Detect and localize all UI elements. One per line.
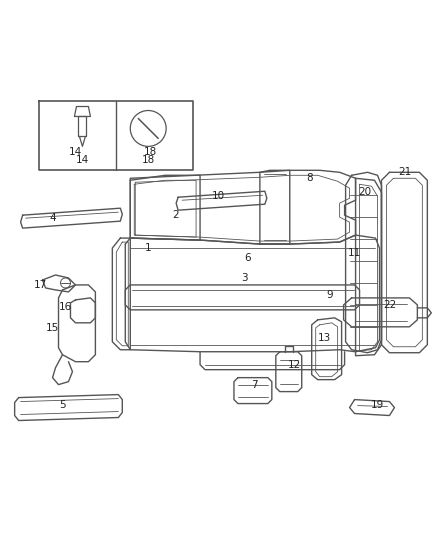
Text: 7: 7 bbox=[251, 379, 258, 390]
Text: 1: 1 bbox=[145, 243, 152, 253]
Text: 12: 12 bbox=[288, 360, 301, 370]
Text: 19: 19 bbox=[371, 400, 384, 409]
Text: 2: 2 bbox=[172, 210, 178, 220]
Text: 6: 6 bbox=[244, 253, 251, 263]
Text: 14: 14 bbox=[76, 155, 89, 165]
Text: 18: 18 bbox=[141, 155, 155, 165]
Text: 14: 14 bbox=[69, 147, 82, 157]
Text: 11: 11 bbox=[348, 248, 361, 258]
Text: 10: 10 bbox=[212, 191, 225, 201]
Text: 3: 3 bbox=[242, 273, 248, 283]
Text: 4: 4 bbox=[49, 213, 56, 223]
Text: 8: 8 bbox=[307, 173, 313, 183]
Text: 16: 16 bbox=[59, 302, 72, 312]
Text: 15: 15 bbox=[46, 323, 59, 333]
Text: 20: 20 bbox=[358, 187, 371, 197]
Text: 22: 22 bbox=[383, 300, 396, 310]
Text: 13: 13 bbox=[318, 333, 331, 343]
Text: 21: 21 bbox=[398, 167, 411, 177]
Text: 9: 9 bbox=[326, 290, 333, 300]
Text: 17: 17 bbox=[34, 280, 47, 290]
Text: 5: 5 bbox=[59, 400, 66, 409]
Text: 18: 18 bbox=[144, 147, 157, 157]
